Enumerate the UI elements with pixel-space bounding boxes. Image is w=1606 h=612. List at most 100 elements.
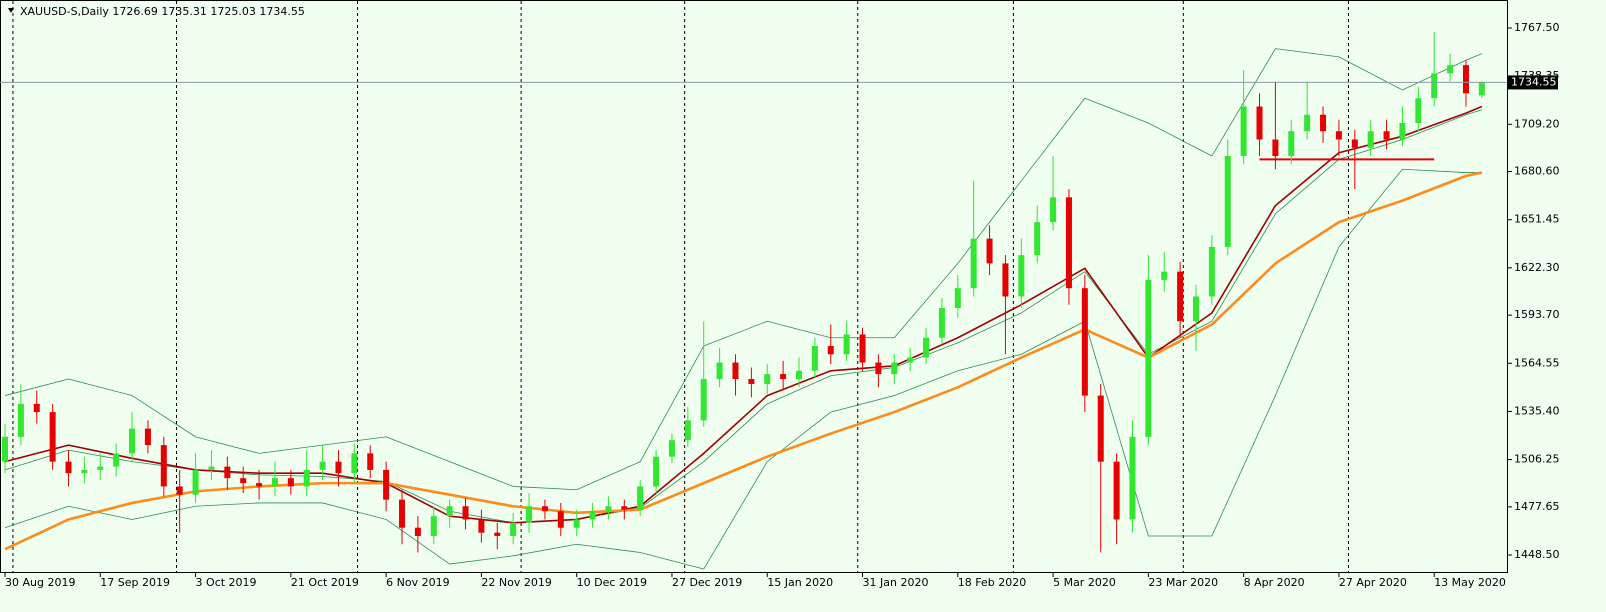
candle-body bbox=[605, 506, 612, 512]
candle-body bbox=[621, 506, 628, 510]
candle-body bbox=[732, 362, 739, 380]
candle-body bbox=[748, 379, 755, 385]
candle-body bbox=[1320, 114, 1327, 132]
indicator-line bbox=[4, 48, 1482, 491]
candle-body bbox=[144, 428, 151, 446]
y-tick-label: 1506.25 bbox=[1514, 453, 1560, 466]
x-tick-label: 3 Oct 2019 bbox=[196, 576, 257, 589]
candle-body bbox=[33, 403, 40, 413]
candle-body bbox=[271, 478, 278, 487]
x-tick-label: 27 Apr 2020 bbox=[1339, 576, 1407, 589]
candle-body bbox=[1002, 263, 1009, 297]
candle-body bbox=[653, 456, 660, 487]
candle-body bbox=[668, 440, 675, 457]
candle-body bbox=[367, 453, 374, 470]
plot-border bbox=[0, 0, 1508, 573]
candle-body bbox=[954, 288, 961, 309]
y-tick-label: 1448.50 bbox=[1514, 548, 1560, 561]
candle-body bbox=[700, 379, 707, 421]
candle-body bbox=[1447, 65, 1454, 74]
candle-body bbox=[303, 469, 310, 487]
candle-body bbox=[891, 362, 898, 375]
candle-body bbox=[1224, 156, 1231, 247]
candle-body bbox=[1415, 98, 1422, 123]
x-tick-label: 23 Mar 2020 bbox=[1148, 576, 1218, 589]
candle-body bbox=[1097, 395, 1104, 462]
candle-body bbox=[637, 486, 644, 510]
candle-body bbox=[1240, 106, 1247, 157]
candle-body bbox=[49, 412, 56, 462]
candle-body bbox=[557, 511, 564, 528]
y-tick-label: 1709.20 bbox=[1514, 117, 1560, 130]
candle-body bbox=[1288, 131, 1295, 157]
candle-body bbox=[1478, 82, 1485, 96]
y-tick-label: 1651.45 bbox=[1514, 213, 1560, 226]
x-tick-label: 30 Aug 2019 bbox=[5, 576, 75, 589]
candle-body bbox=[1113, 461, 1120, 520]
candle-body bbox=[129, 428, 136, 454]
candle-body bbox=[923, 337, 930, 358]
x-tick-label: 17 Sep 2019 bbox=[100, 576, 170, 589]
x-tick-label: 21 Oct 2019 bbox=[291, 576, 359, 589]
candle-body bbox=[907, 357, 914, 363]
candle-body bbox=[1272, 139, 1279, 157]
candle-body bbox=[224, 466, 231, 479]
candle-body bbox=[287, 478, 294, 487]
candle-body bbox=[383, 469, 390, 500]
x-tick-label: 15 Jan 2020 bbox=[767, 576, 833, 589]
candle-body bbox=[240, 478, 247, 484]
y-tick-label: 1564.55 bbox=[1514, 356, 1560, 369]
candle-body bbox=[1351, 139, 1358, 148]
candle-body bbox=[1335, 131, 1342, 140]
candle-body bbox=[478, 519, 485, 533]
y-tick-label: 1477.65 bbox=[1514, 500, 1560, 513]
y-tick-label: 1767.50 bbox=[1514, 21, 1560, 34]
candle-body bbox=[1034, 222, 1041, 256]
y-tick-label: 1680.60 bbox=[1514, 165, 1560, 178]
candle-body bbox=[1129, 436, 1136, 520]
candle-body bbox=[1050, 197, 1057, 223]
candle-body bbox=[17, 403, 24, 437]
x-tick-label: 27 Dec 2019 bbox=[672, 576, 742, 589]
candle-body bbox=[335, 461, 342, 474]
candle-body bbox=[1304, 114, 1311, 132]
candle-body bbox=[764, 374, 771, 385]
candle-body bbox=[351, 453, 358, 474]
candle-body bbox=[827, 346, 834, 355]
candle-body bbox=[1431, 73, 1438, 99]
x-tick-label: 10 Dec 2019 bbox=[577, 576, 647, 589]
candle-body bbox=[462, 506, 469, 520]
candle-body bbox=[1065, 197, 1072, 289]
candle-body bbox=[1399, 122, 1406, 140]
candle-body bbox=[65, 461, 72, 474]
candle-body bbox=[796, 370, 802, 380]
candle-body bbox=[970, 238, 977, 289]
candle-body bbox=[97, 466, 104, 470]
candle-body bbox=[1462, 65, 1469, 94]
candle-body bbox=[494, 532, 501, 536]
candle-body bbox=[684, 420, 691, 441]
chart-title: XAUUSD-S,Daily 1726.69 1735.31 1725.03 1… bbox=[20, 5, 305, 18]
candle-body bbox=[1145, 279, 1152, 437]
x-tick-label: 22 Nov 2019 bbox=[481, 576, 551, 589]
x-tick-label: 13 May 2020 bbox=[1434, 576, 1506, 589]
candle-body bbox=[446, 506, 453, 517]
candle-body bbox=[875, 362, 882, 375]
candle-body bbox=[859, 334, 866, 363]
x-tick-label: 18 Feb 2020 bbox=[958, 576, 1026, 589]
candle-body bbox=[208, 466, 215, 470]
y-tick-label: 1535.40 bbox=[1514, 404, 1560, 417]
price-label-box bbox=[1508, 75, 1558, 90]
candle-body bbox=[81, 469, 88, 474]
candle-body bbox=[1177, 271, 1184, 322]
candle-body bbox=[399, 499, 405, 528]
y-tick-label: 1593.70 bbox=[1514, 308, 1560, 321]
candle-body bbox=[430, 516, 437, 536]
candle-body bbox=[192, 469, 199, 495]
price-label: 1734.55 bbox=[1511, 75, 1557, 88]
candle-body bbox=[256, 483, 263, 487]
candle-body bbox=[938, 308, 945, 338]
x-tick-label: 31 Jan 2020 bbox=[863, 576, 929, 589]
